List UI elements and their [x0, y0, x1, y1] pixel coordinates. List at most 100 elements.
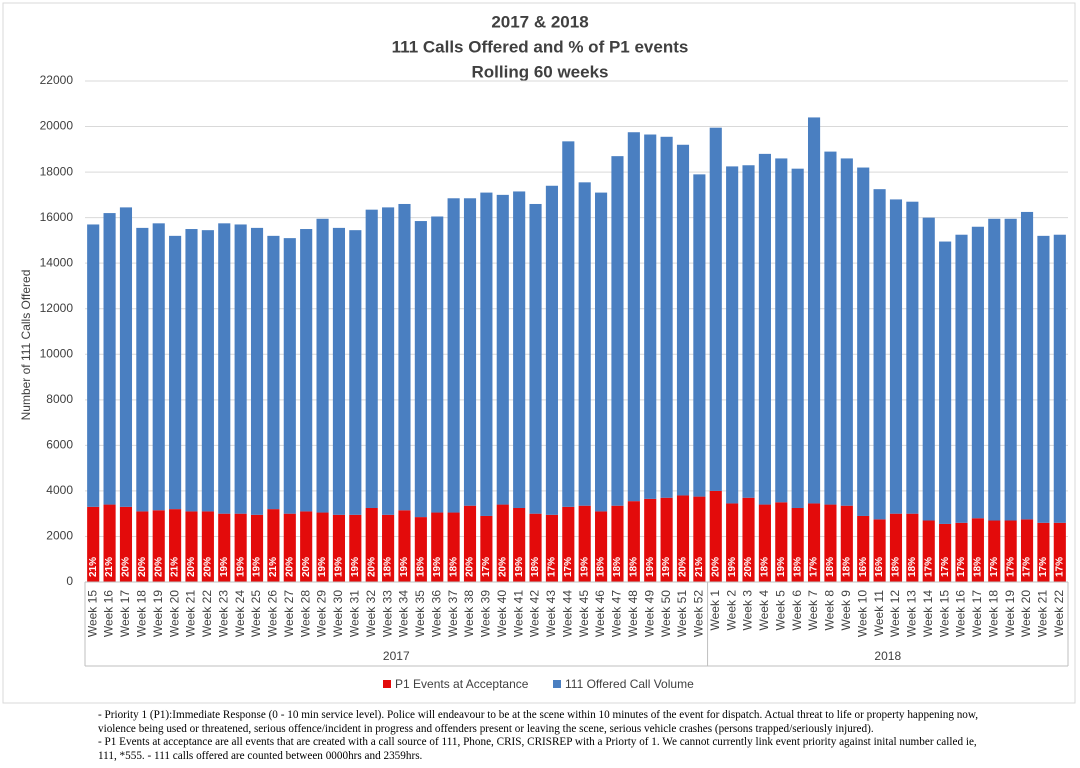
bar-segment	[201, 230, 214, 512]
bar-segment	[660, 136, 673, 498]
percent-label: 16%	[858, 557, 869, 577]
bar-segment	[152, 510, 165, 582]
bar-segment	[152, 223, 165, 511]
bar-segment	[791, 507, 804, 582]
x-tick-label: Week 31	[347, 590, 361, 637]
percent-label: 19%	[514, 557, 525, 577]
x-tick-label: Week 52	[692, 590, 706, 637]
x-tick-label: Week 48	[626, 590, 640, 637]
x-tick-label: Week 2	[724, 590, 738, 631]
percent-label: 19%	[350, 557, 361, 577]
x-tick-label: Week 44	[560, 590, 574, 637]
percent-label: 20%	[284, 557, 295, 577]
x-tick-label: Week 45	[577, 590, 591, 637]
bar-segment	[316, 218, 329, 513]
percent-label: 18%	[383, 557, 394, 577]
x-tick-label: Week 41	[511, 590, 525, 637]
bar-segment	[562, 506, 575, 582]
bar-segment	[365, 209, 378, 508]
x-tick-label: Week 20	[1019, 590, 1033, 637]
x-tick-label: Week 18	[135, 590, 149, 637]
bar-segment	[87, 506, 100, 582]
bar-segment	[807, 117, 821, 504]
x-tick-label: Week 7	[806, 590, 820, 631]
bar-segment	[627, 501, 640, 582]
legend-label: 111 Offered Call Volume	[565, 677, 694, 691]
bar-segment	[382, 514, 395, 582]
x-tick-label: Week 17	[118, 590, 132, 637]
bar-segment	[1053, 522, 1066, 582]
percent-label: 17%	[547, 557, 558, 577]
y-axis-label: Number of 111 Calls Offered	[19, 270, 33, 421]
bar-segment	[513, 191, 526, 508]
percent-label: 18%	[841, 557, 852, 577]
x-tick-label: Week 10	[855, 590, 869, 637]
bar-segment	[398, 203, 411, 511]
percent-label: 17%	[1022, 557, 1033, 577]
x-tick-label: Week 9	[839, 590, 853, 631]
x-tick-label: Week 32	[364, 590, 378, 637]
bar-segment	[398, 510, 411, 582]
bar-segment	[185, 511, 198, 582]
bar-segment	[922, 520, 935, 582]
x-tick-label: Week 22	[1052, 590, 1066, 637]
bar-segment	[87, 224, 100, 507]
notes: - Priority 1 (P1):Immediate Response (0 …	[98, 709, 998, 763]
legend-swatch	[383, 680, 391, 688]
bar-segment	[513, 507, 526, 582]
bar-segment	[857, 515, 870, 582]
x-tick-label: Week 3	[741, 590, 755, 631]
bar-segment	[824, 151, 837, 505]
percent-label: 21%	[170, 557, 181, 577]
legend-swatch	[553, 680, 561, 688]
bar-segment	[1037, 522, 1050, 582]
percent-label: 18%	[415, 557, 426, 577]
percent-label: 20%	[710, 557, 721, 577]
y-tick-label: 6000	[46, 438, 73, 452]
x-tick-label: Week 40	[495, 590, 509, 637]
bar-segment	[644, 498, 657, 582]
x-tick-label: Week 33	[380, 590, 394, 637]
x-tick-label: Week 50	[659, 590, 673, 637]
bar-segment	[578, 182, 591, 506]
bar-segment	[889, 199, 903, 514]
percent-label: 20%	[301, 557, 312, 577]
bar-segment	[807, 503, 821, 582]
bar-segment	[332, 227, 346, 515]
bar-segment	[1004, 218, 1017, 521]
bar-segment	[709, 127, 722, 491]
x-tick-label: Week 8	[823, 590, 837, 631]
y-tick-label: 14000	[40, 255, 74, 269]
bar-segment	[201, 511, 214, 582]
chart: Number of 111 Calls Offered 2017 & 2018 1…	[2, 2, 1076, 704]
x-tick-label: Week 21	[184, 590, 198, 637]
x-tick-label: Week 23	[216, 590, 230, 637]
bar-segment	[775, 502, 788, 582]
percent-label: 18%	[628, 557, 639, 577]
bar-segment	[939, 241, 952, 524]
x-tick-label: Week 17	[970, 590, 984, 637]
bar-segment	[283, 238, 296, 514]
bar-segment	[463, 198, 477, 506]
bar-segment	[119, 207, 133, 507]
percent-label: 20%	[497, 557, 508, 577]
x-tick-label: Week 43	[544, 590, 558, 637]
bar-segment	[955, 522, 968, 582]
bar-segment	[431, 512, 444, 582]
percent-label: 19%	[235, 557, 246, 577]
bar-segment	[988, 520, 1001, 582]
x-tick-label: Week 29	[315, 590, 329, 637]
x-tick-label: Week 15	[85, 590, 99, 637]
y-tick-label: 22000	[40, 73, 74, 87]
bar-segment	[447, 512, 460, 582]
percent-label: 18%	[973, 557, 984, 577]
percent-label: 17%	[940, 557, 951, 577]
bar-segment	[758, 153, 771, 505]
bar-segment	[300, 229, 313, 512]
x-tick-label: Week 28	[298, 590, 312, 637]
y-tick-label: 8000	[46, 392, 73, 406]
y-tick-label: 10000	[40, 346, 74, 360]
percent-label: 18%	[596, 557, 607, 577]
bar-segment	[595, 511, 608, 582]
